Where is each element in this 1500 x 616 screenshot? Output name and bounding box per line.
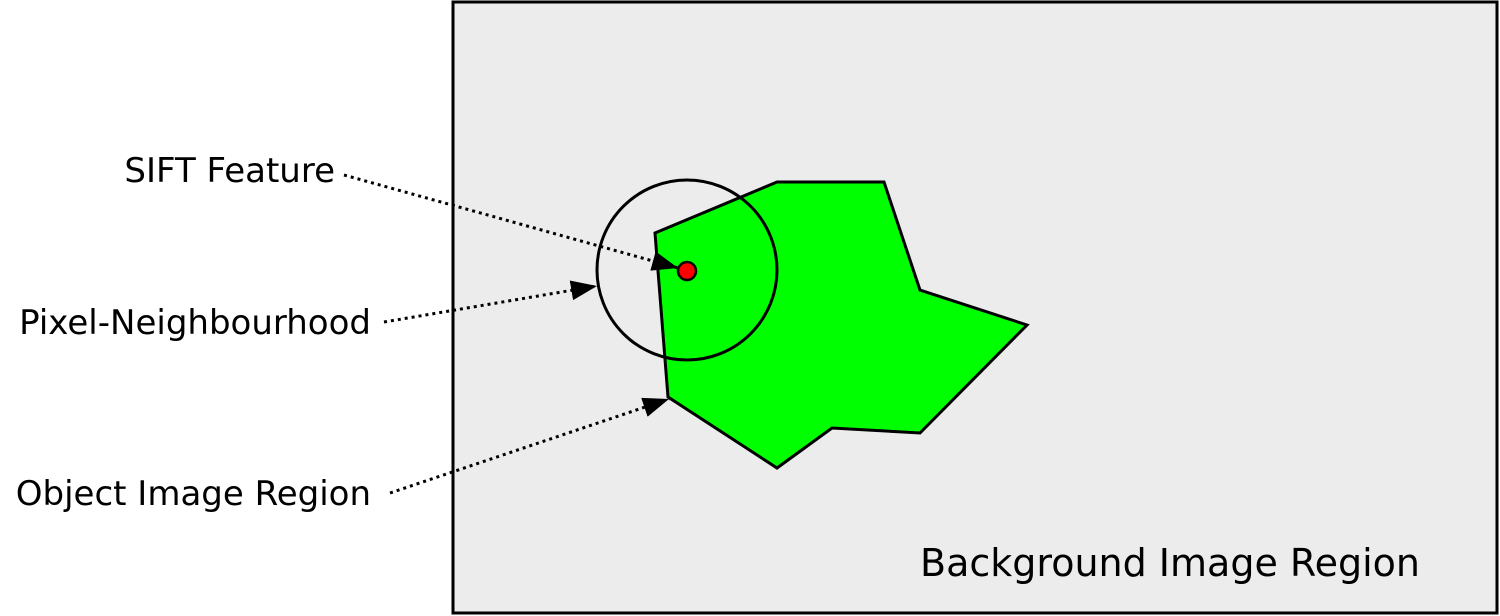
sift-feature-point — [676, 260, 698, 282]
background-image-region-label: Background Image Region — [920, 541, 1420, 585]
pixel-neighbourhood-circle — [595, 178, 779, 362]
pixel-neighbourhood-arrow — [383, 280, 598, 324]
sift-feature-label: SIFT Feature — [124, 151, 335, 191]
object-image-region-arrow — [389, 397, 670, 495]
sift-feature-arrow — [343, 173, 679, 271]
pixel-neighbourhood-label: Pixel-Neighbourhood — [19, 303, 371, 343]
object-image-region — [653, 180, 1030, 470]
object-image-region-label: Object Image Region — [16, 474, 371, 514]
